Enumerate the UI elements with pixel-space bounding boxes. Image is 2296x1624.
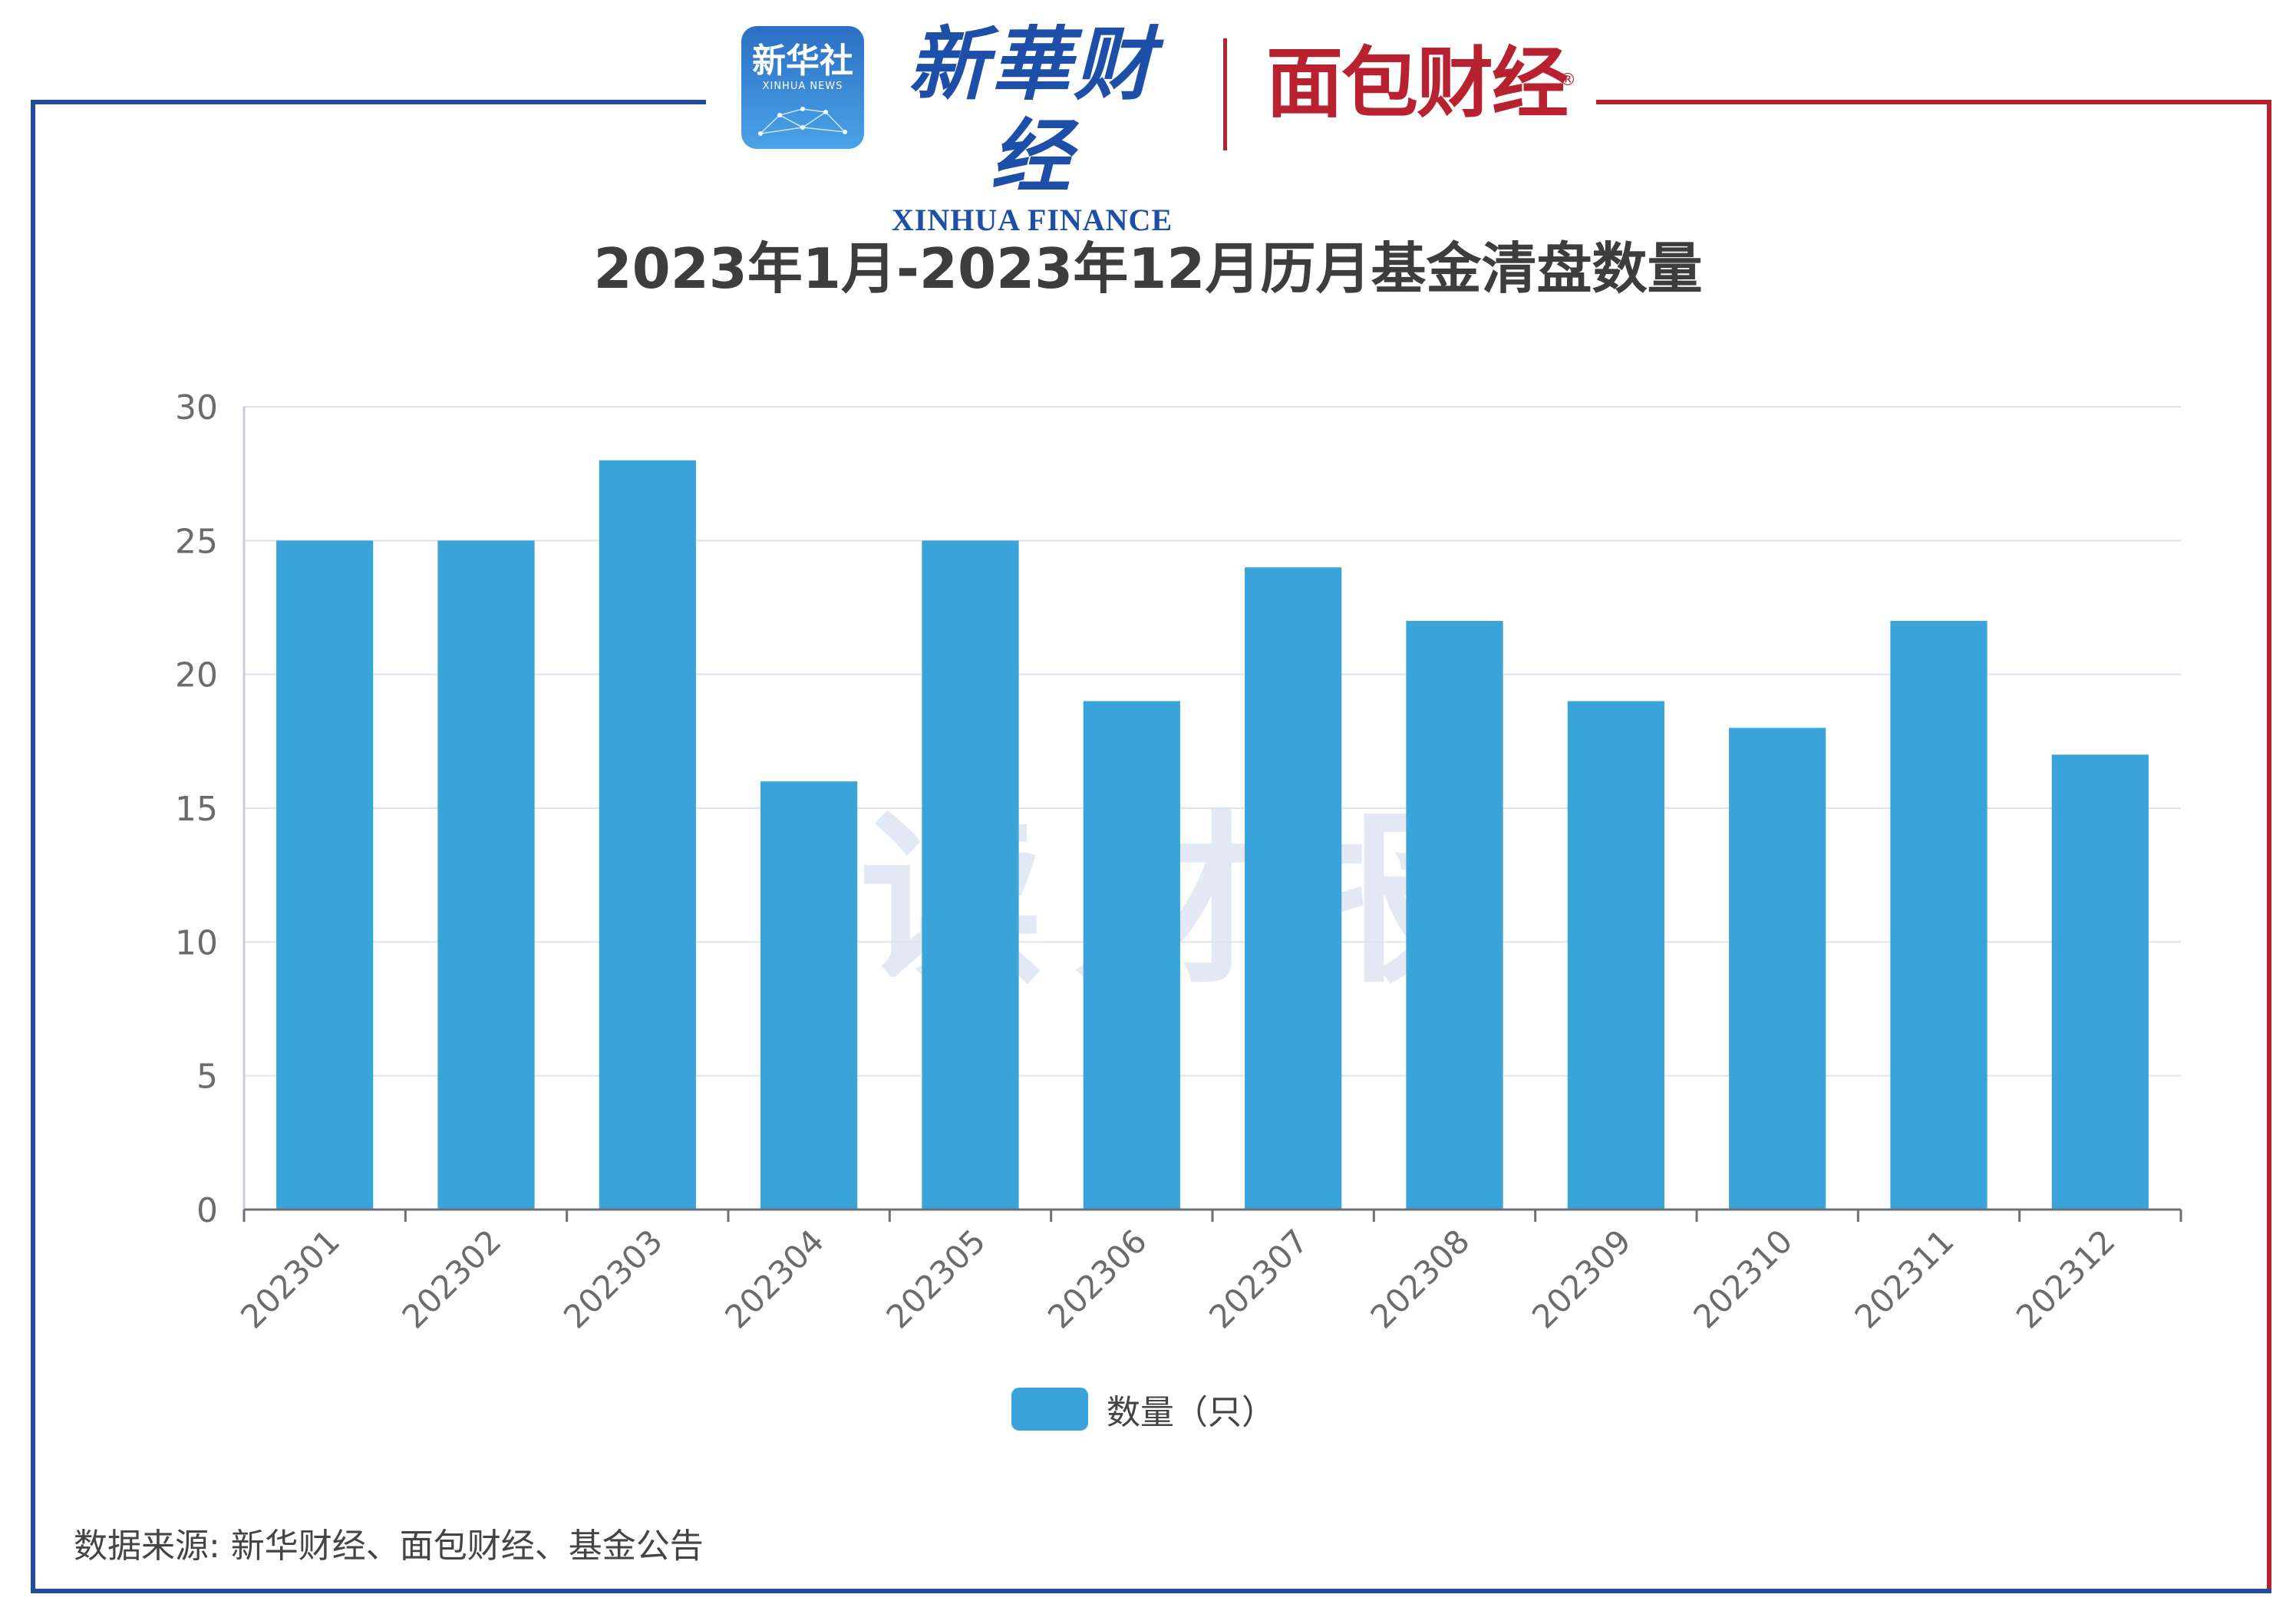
- y-tick-label: 15: [175, 790, 218, 829]
- x-tick-label: 202301: [233, 1222, 347, 1335]
- logo-separator: [1223, 38, 1227, 150]
- bar-202305[interactable]: [922, 540, 1019, 1210]
- bar-202304[interactable]: [760, 781, 858, 1210]
- axes: [242, 407, 2182, 1222]
- legend-swatch: [1011, 1388, 1088, 1431]
- x-tick-label: 202311: [1848, 1222, 1961, 1335]
- chart-title: 2023年1月-2023年12月历月基金清盘数量: [593, 236, 1703, 301]
- bar-202301[interactable]: [276, 540, 374, 1210]
- x-tick-label: 202307: [1202, 1222, 1315, 1335]
- y-tick-label: 0: [196, 1191, 218, 1230]
- x-tick-label: 202312: [2009, 1222, 2123, 1335]
- bars: [276, 460, 2149, 1210]
- legend[interactable]: 数量（只）: [1011, 1385, 1275, 1434]
- mianbao-logo-text: 面包财经: [1266, 38, 1569, 128]
- y-tick-label: 5: [196, 1058, 218, 1097]
- xinhua-finance-en: XINHUA FINANCE: [891, 203, 1173, 237]
- x-tick-label: 202306: [1041, 1222, 1154, 1335]
- xinhua-logo-subtext: XINHUA NEWS: [762, 81, 843, 92]
- network-icon: [758, 107, 847, 136]
- mianbao-finance-logo: 面包财经 ®: [1266, 34, 1576, 134]
- x-tick-label: 202304: [718, 1222, 831, 1335]
- x-tick-label: 202303: [556, 1222, 670, 1335]
- frame-bottom-border: [31, 1589, 2271, 1593]
- xinhua-news-logo: 新华社 XINHUA NEWS: [741, 26, 864, 149]
- xinhua-finance-logo: 新華财经 XINHUA FINANCE: [882, 18, 1182, 238]
- xinhua-logo-text: 新华社: [752, 41, 853, 81]
- bar-202311[interactable]: [1890, 620, 1988, 1210]
- legend-label: 数量（只）: [1107, 1393, 1275, 1432]
- bar-202303[interactable]: [599, 460, 696, 1210]
- bar-202306[interactable]: [1083, 701, 1180, 1210]
- x-tick-label: 202308: [1364, 1222, 1477, 1335]
- x-tick-label: 202305: [879, 1222, 993, 1335]
- y-tick-label: 25: [175, 522, 218, 561]
- registered-mark-icon: ®: [1559, 71, 1576, 90]
- bar-202310[interactable]: [1729, 728, 1826, 1210]
- bar-202312[interactable]: [2051, 754, 2149, 1210]
- y-tick-label: 30: [175, 388, 218, 427]
- y-tick-label: 20: [175, 656, 218, 695]
- bar-202309[interactable]: [1567, 701, 1664, 1210]
- bar-202308[interactable]: [1406, 620, 1503, 1210]
- frame-right-border: [1596, 100, 2271, 1593]
- bar-202307[interactable]: [1245, 567, 1342, 1210]
- bar-202302[interactable]: [437, 540, 535, 1210]
- x-tick-label: 202309: [1525, 1222, 1638, 1335]
- y-tick-label: 10: [175, 923, 218, 962]
- x-tick-label: 202302: [395, 1222, 509, 1335]
- x-tick-label: 202310: [1686, 1222, 1800, 1335]
- grid-lines: [244, 406, 2181, 1077]
- xinhua-finance-cn: 新華财经: [907, 17, 1156, 203]
- source-note: 数据来源: 新华财经、面包财经、基金公告: [74, 1527, 704, 1566]
